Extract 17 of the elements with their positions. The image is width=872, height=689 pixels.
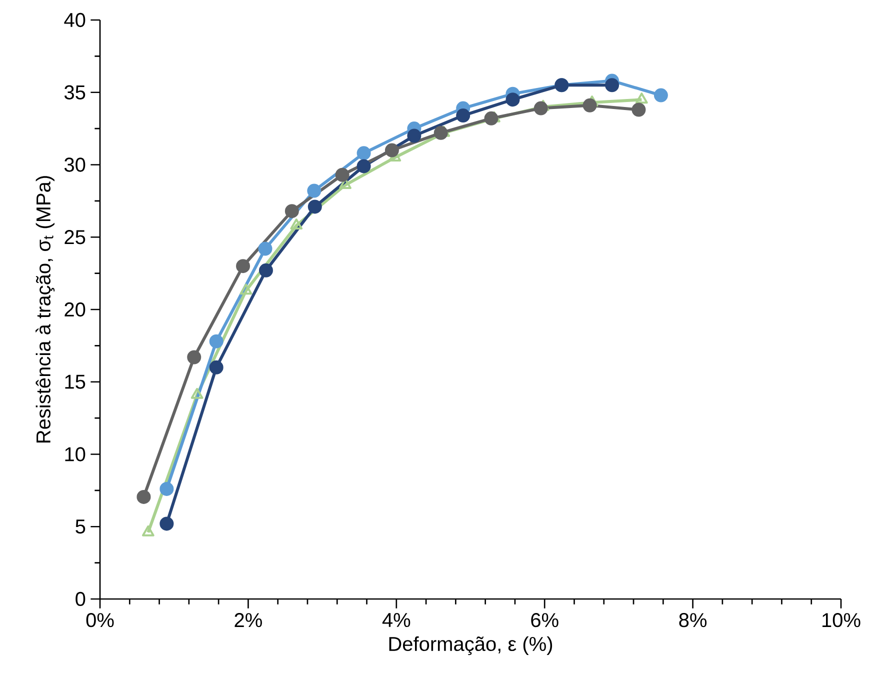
- y-tick-label: 35: [64, 85, 86, 100]
- x-tick-label: 10%: [822, 613, 860, 628]
- y-tick-label: 30: [64, 158, 86, 172]
- y-tick-label: 40: [64, 12, 86, 28]
- y-tick-label: 10: [65, 447, 86, 462]
- x-tick-label: 2%: [234, 613, 262, 628]
- y-axis-title: Resistência à tração, σ$_{t}$ (MPa): [36, 176, 55, 442]
- x-tick-label: 6%: [531, 613, 558, 628]
- y-tick-label: 5: [76, 520, 86, 534]
- y-tick-label: 25: [64, 230, 86, 244]
- x-tick-label: 4%: [382, 613, 410, 628]
- x-tick-label: 0%: [86, 613, 114, 628]
- x-tick-label: 8%: [679, 613, 707, 628]
- x-axis-title: Deformação, ε (%): [389, 636, 552, 656]
- y-tick-label: 20: [64, 302, 86, 317]
- y-tick-label: 15: [65, 374, 86, 389]
- y-tick-label: 0: [76, 592, 86, 606]
